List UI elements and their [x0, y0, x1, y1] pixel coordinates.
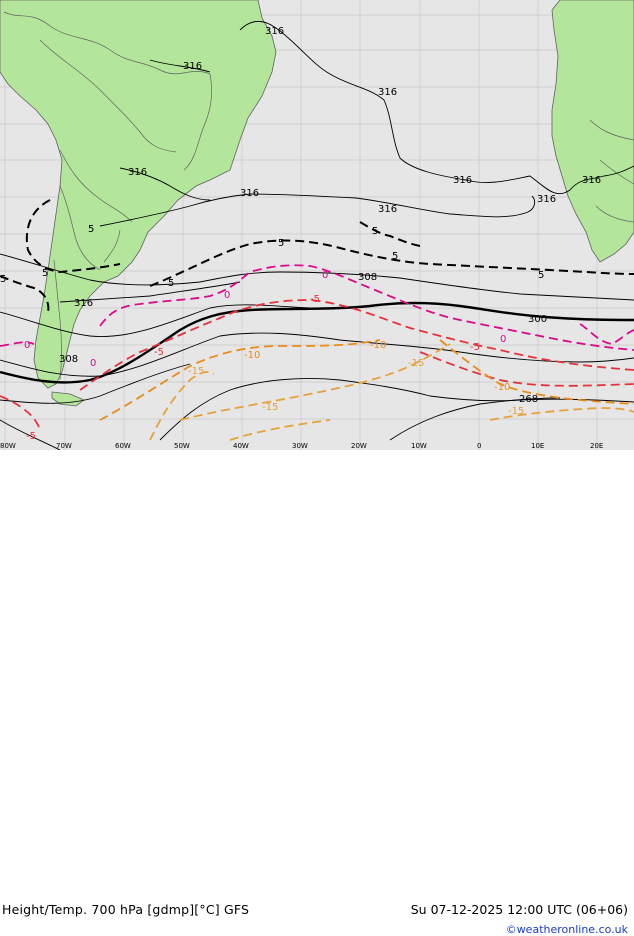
temp-contour-plus5: [0, 199, 634, 313]
temp-label: 5: [392, 251, 398, 262]
temp-label: 0: [224, 290, 230, 301]
temp-label: 0: [90, 358, 96, 369]
temp-label: -15: [508, 406, 524, 417]
temp-label: -10: [244, 350, 260, 361]
height-label: 316: [240, 188, 259, 199]
map-timestamp: Su 07-12-2025 12:00 UTC (06+06): [410, 902, 628, 917]
lon-tick-label: 80W: [0, 442, 16, 450]
lon-tick-label: 70W: [56, 442, 72, 450]
tierra-del-fuego-land: [51, 391, 85, 407]
temp-label: -15: [188, 366, 204, 377]
lon-tick-labels: 80W 70W 60W 50W 40W 30W 20W 10W 0 10E 20…: [0, 442, 603, 450]
temp-contour-neg10: [99, 339, 634, 421]
temp-label: 5: [0, 274, 6, 285]
temp-label: 5: [372, 226, 378, 237]
credit-link[interactable]: ©weatheronline.co.uk: [505, 923, 628, 936]
height-label: 316: [537, 194, 556, 205]
lon-tick-label: 40W: [233, 442, 249, 450]
height-label: 316: [183, 61, 202, 72]
temp-label: 0: [24, 340, 30, 351]
temp-labels: 5 5 5 5 5 5 5 5 0 0 0 0 0 -5 -5 -5 -5 -1…: [0, 224, 544, 442]
map-title: Height/Temp. 700 hPa [gdmp][°C] GFS: [2, 902, 250, 917]
lon-tick-label: 20E: [590, 442, 603, 450]
lon-tick-label: 10W: [411, 442, 427, 450]
temp-label: -5: [310, 294, 320, 305]
height-label: 316: [378, 204, 397, 215]
temp-label: -5: [154, 347, 164, 358]
temp-contour-neg15: [149, 343, 634, 441]
lon-tick-label: 60W: [115, 442, 131, 450]
temp-label: -10: [494, 382, 510, 393]
africa-land: [551, 0, 634, 263]
temp-contour-neg5: [0, 299, 634, 431]
temp-label: -15: [262, 402, 278, 413]
temp-label: -5: [470, 342, 480, 353]
height-label: 300: [528, 314, 547, 325]
temp-label: 0: [500, 334, 506, 345]
temp-label: -5: [26, 431, 36, 442]
height-label: 316: [378, 87, 397, 98]
map-footer: Height/Temp. 700 hPa [gdmp][°C] GFS Su 0…: [0, 450, 634, 936]
temp-label: -15: [408, 358, 424, 369]
temp-label: 5: [538, 270, 544, 281]
height-labels: 316 316 316 316 316 316 316 316 316 308 …: [59, 26, 601, 405]
temp-label: 5: [168, 278, 174, 289]
weather-map: 316 316 316 316 316 316 316 316 316 308 …: [0, 0, 634, 450]
height-label: 308: [59, 354, 78, 365]
lon-tick-label: 20W: [351, 442, 367, 450]
temp-label: 0: [322, 270, 328, 281]
temp-label: 5: [278, 238, 284, 249]
lon-tick-label: 30W: [292, 442, 308, 450]
temp-contour-zero: [0, 264, 634, 351]
height-label: 316: [265, 26, 284, 37]
country-borders: [3, 11, 634, 381]
height-label: 308: [358, 272, 377, 283]
temp-label: -10: [370, 340, 386, 351]
height-label: 316: [453, 175, 472, 186]
height-label: 316: [582, 175, 601, 186]
height-label: 268: [519, 394, 538, 405]
height-label: 316: [128, 167, 147, 178]
lon-tick-label: 10E: [531, 442, 544, 450]
lon-tick-label: 50W: [174, 442, 190, 450]
south-america-land: [0, 0, 277, 389]
temp-label: 5: [88, 224, 94, 235]
height-contour-300: [0, 301, 634, 384]
temp-label: 5: [42, 268, 48, 279]
lon-tick-label: 0: [477, 442, 481, 450]
height-label: 316: [74, 298, 93, 309]
